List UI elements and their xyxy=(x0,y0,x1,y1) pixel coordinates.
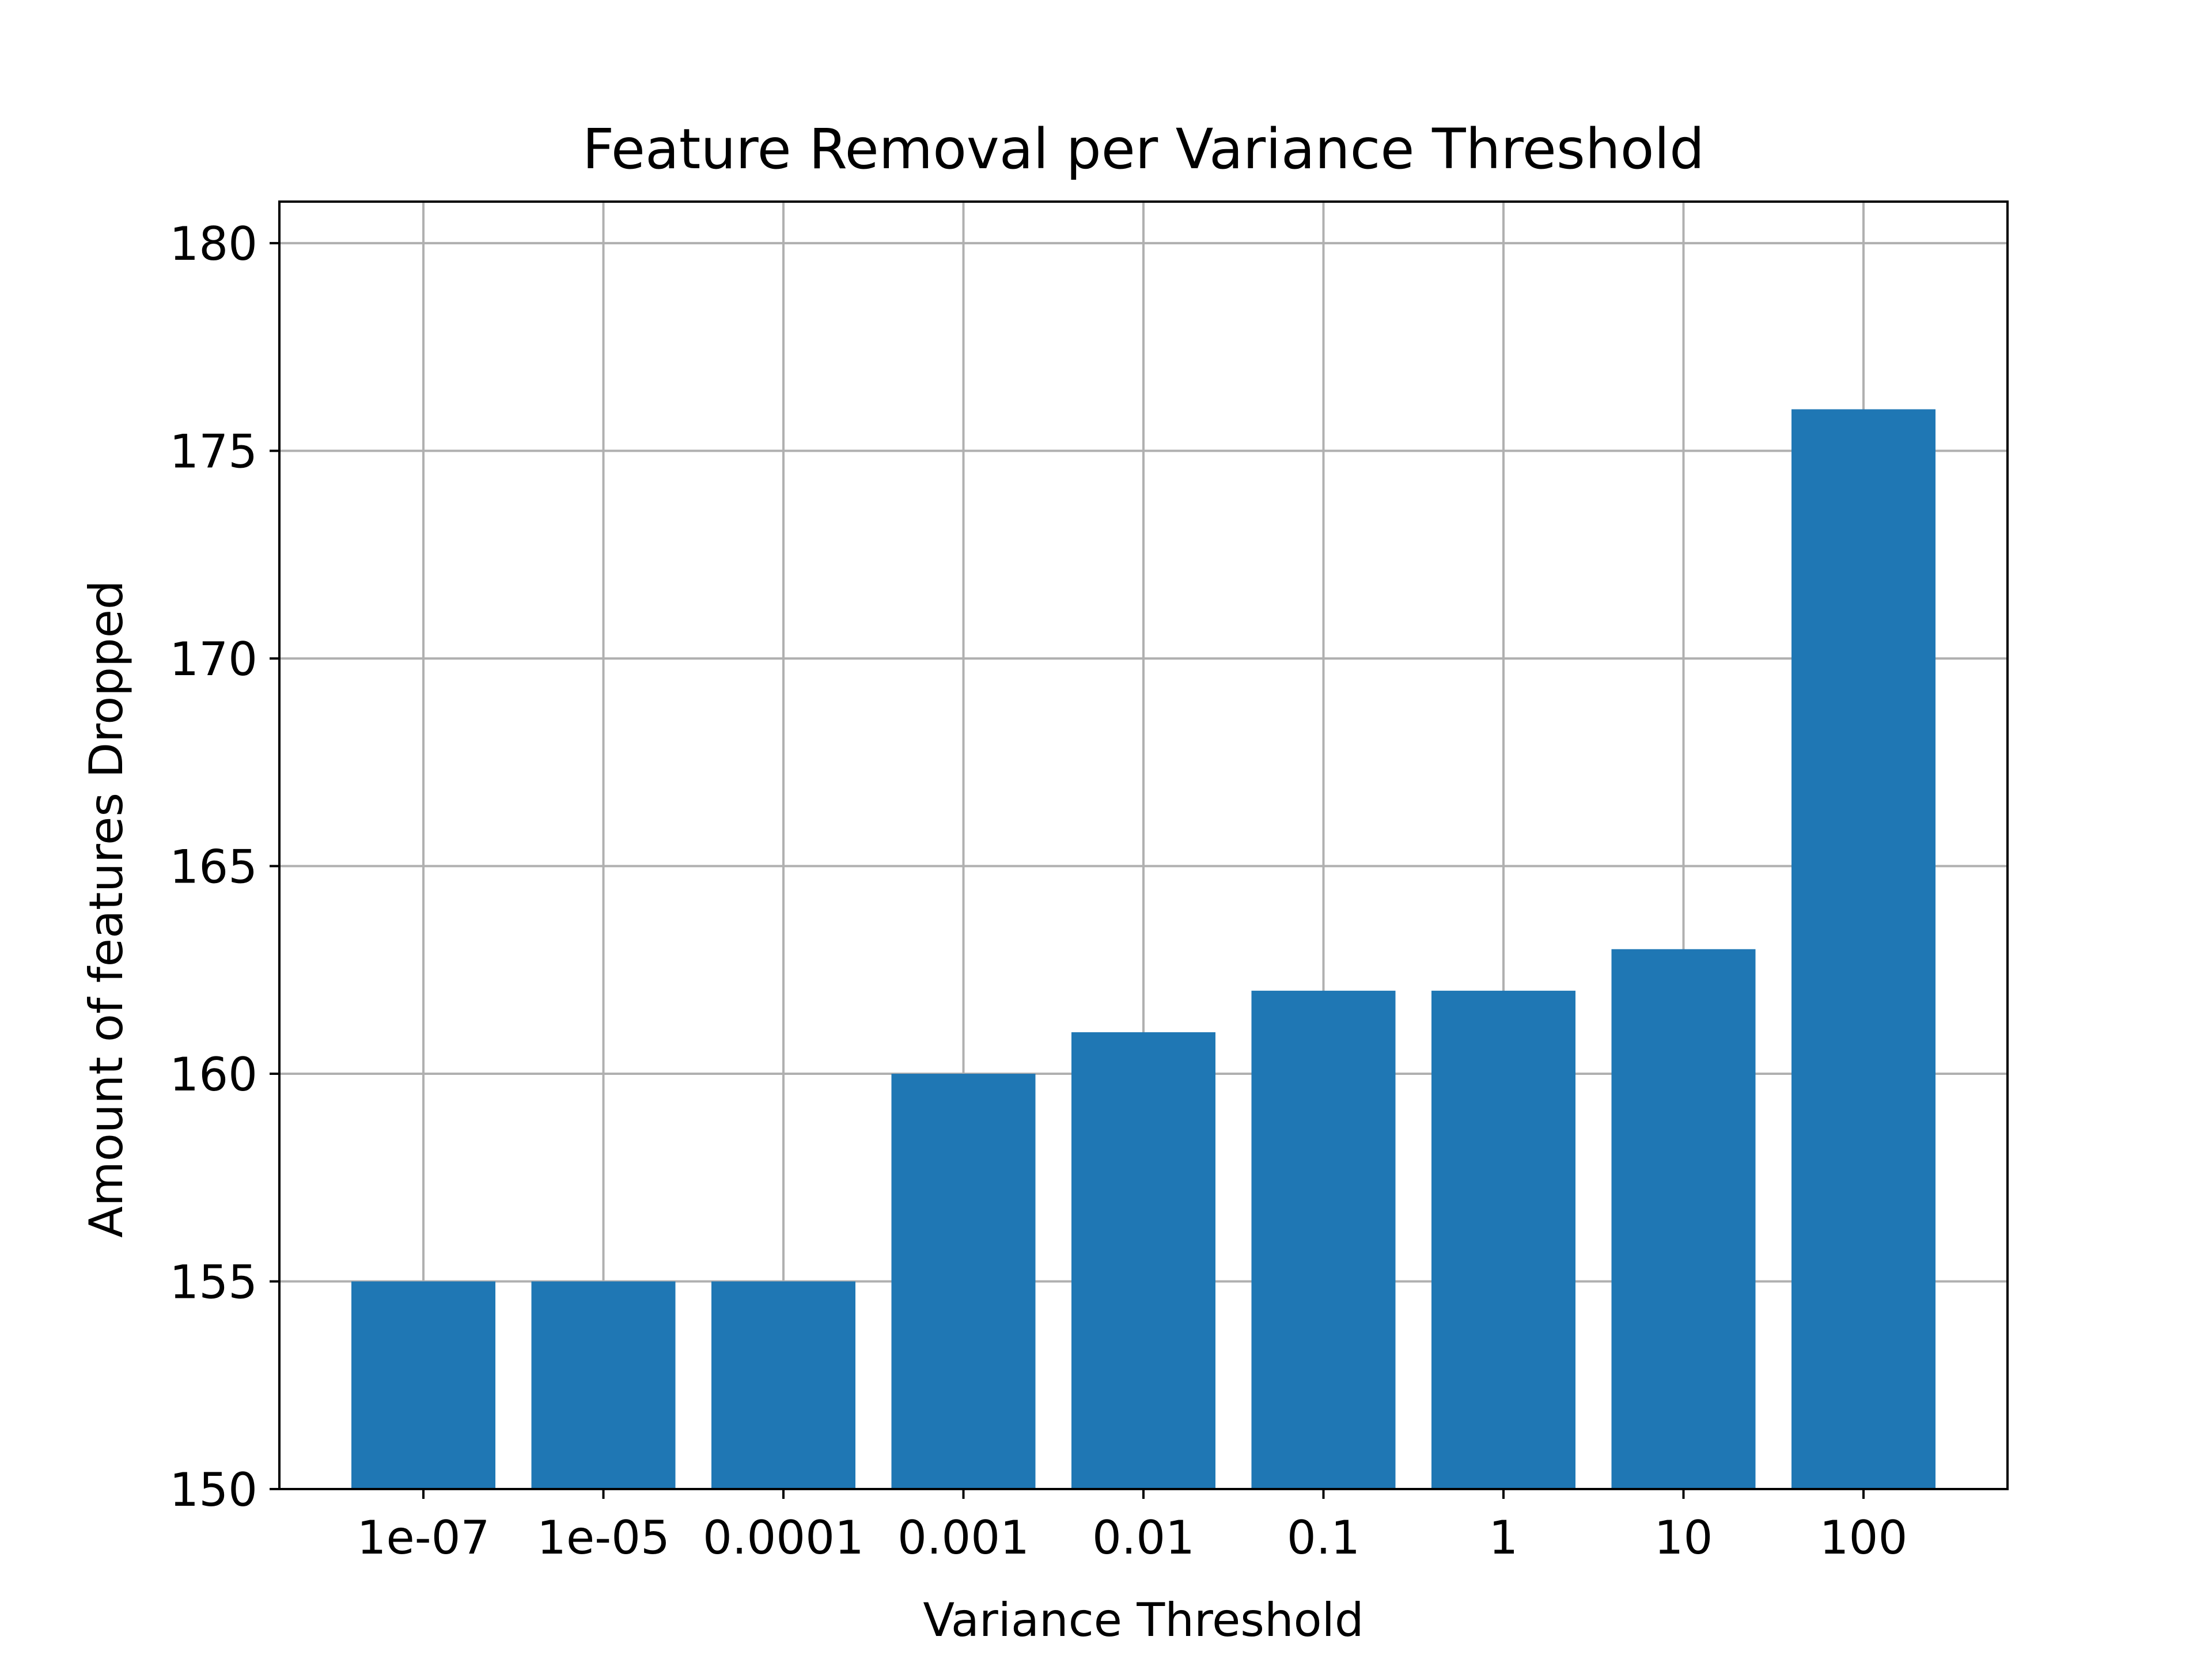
y-tick-label: 165 xyxy=(169,840,257,894)
y-tick-label: 180 xyxy=(169,217,257,271)
chart-title: Feature Removal per Variance Threshold xyxy=(582,117,1705,181)
y-tick-label: 170 xyxy=(169,632,257,686)
x-axis-label: Variance Threshold xyxy=(923,1593,1363,1647)
x-tick-label: 0.0001 xyxy=(703,1511,864,1565)
ticks-layer: 1e-07 1e-05 0.0001 0.001 0.01 0.1 1 10 100 150 155… xyxy=(169,217,1907,1565)
bar-0.0001 xyxy=(711,1281,855,1489)
y-tick-label: 160 xyxy=(169,1048,257,1101)
bar-10 xyxy=(1611,949,1756,1489)
bars-layer xyxy=(351,409,1936,1489)
x-tick-label: 1e-05 xyxy=(537,1511,670,1565)
x-tick-label: 0.001 xyxy=(897,1511,1029,1565)
bar-1 xyxy=(1431,990,1575,1489)
x-tick-label: 100 xyxy=(1820,1511,1908,1565)
x-tick-label: 0.1 xyxy=(1287,1511,1360,1565)
x-tick-label: 10 xyxy=(1654,1511,1713,1565)
x-tick-label: 0.01 xyxy=(1092,1511,1195,1565)
bar-1e-05 xyxy=(531,1281,676,1489)
bar-1e-07 xyxy=(351,1281,495,1489)
bar-0.01 xyxy=(1071,1032,1215,1489)
x-tick-label: 1 xyxy=(1489,1511,1518,1565)
bar-0.001 xyxy=(891,1074,1036,1489)
y-tick-label: 155 xyxy=(169,1256,257,1309)
bar-0.1 xyxy=(1251,990,1396,1489)
y-tick-label: 175 xyxy=(169,425,257,479)
bar-100 xyxy=(1791,409,1936,1489)
x-tick-label: 1e-07 xyxy=(357,1511,490,1565)
y-tick-label: 150 xyxy=(169,1463,257,1517)
y-axis-label: Amount of features Dropped xyxy=(79,580,133,1238)
